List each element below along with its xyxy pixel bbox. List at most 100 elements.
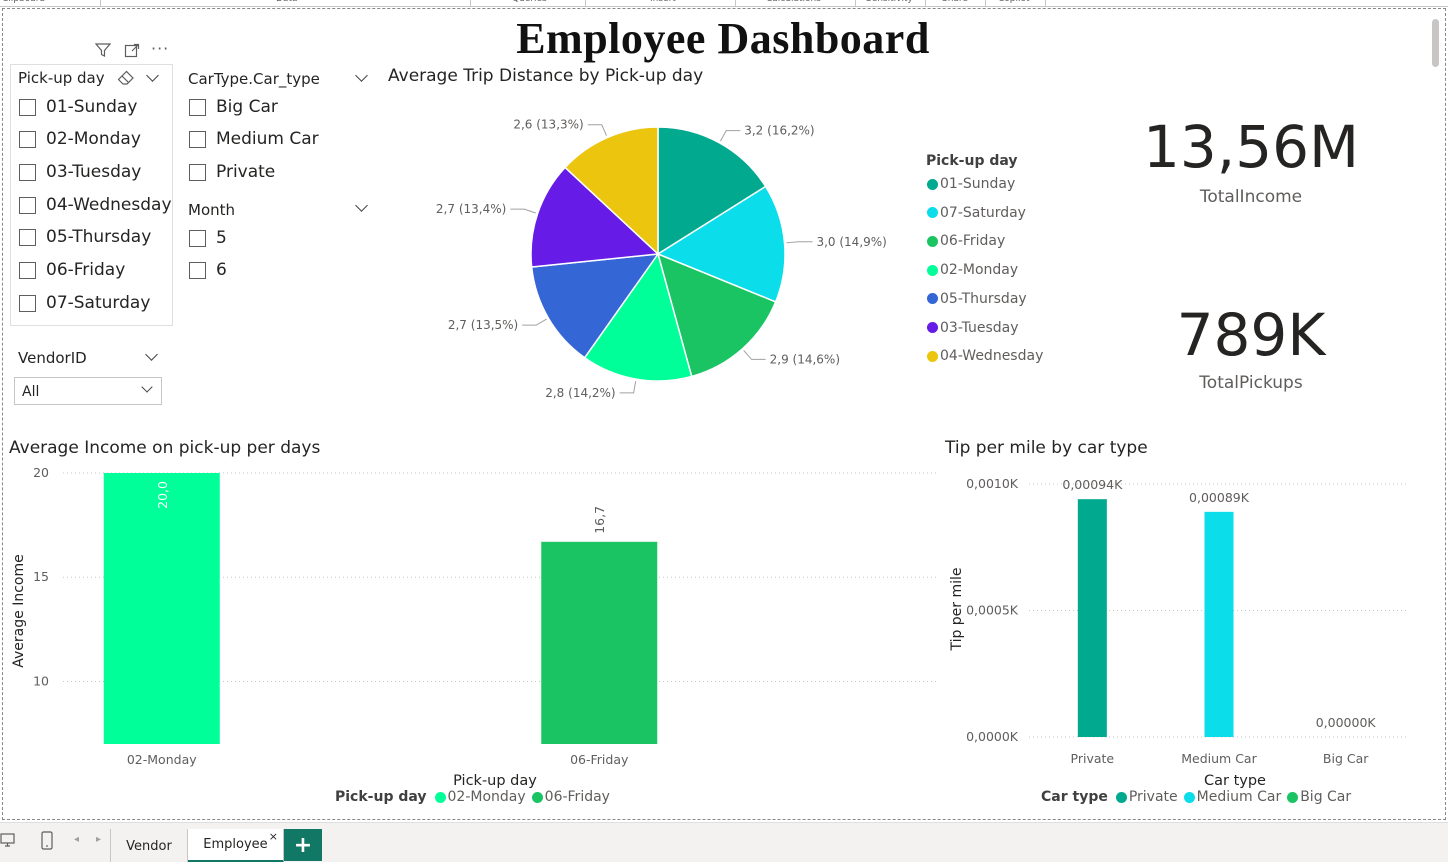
pie-slice-03-tuesday[interactable] [530, 166, 660, 268]
option-label: 07-Saturday [46, 293, 151, 313]
slicer-option-sunday[interactable]: 01-Sunday [19, 97, 137, 117]
legend-item-big-car[interactable]: Big Car [1287, 789, 1351, 805]
tab-vendor[interactable]: Vendor [110, 829, 188, 862]
legend-marker [927, 207, 938, 219]
chevron-down-icon[interactable] [145, 348, 158, 361]
pie-legend-item-01-sunday[interactable]: 01-Sunday [927, 176, 1015, 192]
pie-slice-01-sunday[interactable] [657, 126, 767, 256]
pie-data-label: 2,9 (14,6%) [770, 352, 840, 366]
ribbon-group-share[interactable]: Share [942, 0, 968, 4]
ribbon-group-copilot[interactable]: Copilot [998, 0, 1030, 4]
pie-leader-line [786, 241, 813, 244]
pie-data-label: 2,6 (13,3%) [513, 118, 583, 132]
pie-legend-item-07-saturday[interactable]: 07-Saturday [927, 205, 1026, 221]
bar-private[interactable] [1077, 499, 1107, 737]
close-tab-icon[interactable]: × [268, 830, 278, 843]
next-page-icon[interactable]: ▸ [96, 834, 102, 845]
y-tick-label: 15 [33, 569, 49, 584]
pie-slice-05-thursday[interactable] [530, 253, 660, 359]
filter-icon[interactable] [94, 43, 112, 62]
focus-mode-icon[interactable] [124, 43, 140, 62]
legend-label: 04-Wednesday [940, 348, 1044, 365]
checkbox[interactable] [19, 163, 36, 181]
legend-marker [927, 235, 938, 247]
pie-legend-title: Pick-up day [926, 153, 1018, 169]
slicer-option-thursday[interactable]: 05-Thursday [19, 227, 151, 247]
ribbon-group-queries[interactable]: Queries [512, 0, 547, 4]
tab-employee[interactable]: Employee × [188, 829, 284, 862]
slicer-option-month-6[interactable]: 6 [189, 260, 227, 280]
tab-label: Employee [203, 837, 268, 852]
vendor-dropdown-value: All [22, 384, 40, 400]
bar-medium-car[interactable] [1204, 511, 1234, 737]
y-tick-label: 0,0000K [966, 729, 1019, 744]
checkbox[interactable] [189, 163, 206, 181]
y-axis-title: Average Income [11, 554, 27, 667]
more-options-icon[interactable]: ··· [151, 39, 170, 58]
vertical-scrollbar[interactable] [1432, 19, 1439, 67]
legend-label: 02-Monday [447, 789, 526, 805]
ribbon-group-clipboard[interactable]: Clipboard [2, 0, 45, 4]
checkbox[interactable] [189, 98, 206, 116]
x-tick-label: Big Car [1323, 751, 1369, 766]
income-bar-chart[interactable]: 10152020,002-Monday16,706-FridayPick-up … [3, 459, 943, 809]
checkbox[interactable] [19, 261, 36, 279]
pie-leader-line [619, 380, 637, 394]
desktop-layout-icon[interactable] [0, 832, 16, 852]
pie-slice-04-wednesday[interactable] [564, 126, 659, 256]
checkbox[interactable] [19, 196, 36, 214]
legend-marker [927, 350, 938, 362]
legend-item-06-friday[interactable]: 06-Friday [531, 789, 610, 805]
prev-page-icon[interactable]: ◂ [74, 834, 80, 845]
checkbox[interactable] [19, 130, 36, 148]
ribbon-group-calculations[interactable]: Calculations [766, 0, 821, 4]
checkbox[interactable] [19, 294, 36, 312]
chevron-down-icon[interactable] [355, 199, 368, 212]
chevron-down-icon[interactable] [355, 69, 368, 82]
slicer-option-medium-car[interactable]: Medium Car [189, 129, 319, 149]
slicer-option-tuesday[interactable]: 03-Tuesday [19, 162, 141, 182]
legend-title: Car type [1041, 789, 1108, 805]
vendor-dropdown[interactable]: All [14, 377, 162, 405]
x-tick-label: Private [1071, 751, 1115, 766]
legend-item-medium-car[interactable]: Medium Car [1183, 789, 1281, 805]
slicer-option-private[interactable]: Private [189, 162, 275, 182]
bar-06-friday[interactable] [541, 541, 658, 744]
checkbox[interactable] [19, 228, 36, 246]
slicer-option-monday[interactable]: 02-Monday [19, 129, 141, 149]
checkbox[interactable] [189, 130, 206, 148]
pie-slice-02-monday[interactable] [583, 252, 693, 382]
ribbon-group-insert[interactable]: Insert [650, 0, 676, 4]
legend-item-private[interactable]: Private [1115, 789, 1178, 805]
legend-item-02-monday[interactable]: 02-Monday [434, 789, 526, 805]
pie-chart[interactable]: 3,2 (16,2%) 3,0 (14,9%) 2,9 (14,6%) 2,8 (14… [383, 99, 923, 429]
slicer-option-big-car[interactable]: Big Car [189, 97, 278, 117]
option-label: 6 [216, 260, 227, 280]
bar-02-monday[interactable] [103, 473, 220, 744]
slicer-option-wednesday[interactable]: 04-Wednesday [19, 195, 172, 215]
option-label: 5 [216, 228, 227, 248]
pie-legend-item-03-tuesday[interactable]: 03-Tuesday [927, 320, 1019, 336]
page-tab-bar: ◂ ▸ Vendor Employee × + [0, 822, 1448, 862]
pie-legend-item-06-friday[interactable]: 06-Friday [927, 233, 1005, 249]
checkbox[interactable] [189, 229, 206, 247]
tip-bar-chart[interactable]: 0,0000K 0,0005K 0,0010K 0,00094K Private 0,00… [939, 459, 1439, 809]
add-page-button[interactable]: + [284, 829, 322, 861]
pie-legend-item-02-monday[interactable]: 02-Monday [927, 262, 1018, 278]
pie-slice-06-friday[interactable] [656, 252, 777, 378]
pie-legend-item-04-wednesday[interactable]: 04-Wednesday [927, 348, 1043, 364]
mobile-layout-icon[interactable] [40, 831, 54, 855]
pie-legend-item-05-thursday[interactable]: 05-Thursday [927, 291, 1027, 307]
report-canvas: Employee Dashboard ··· Pick-up day 01-Su… [2, 8, 1446, 820]
ribbon-group-data[interactable]: Data [276, 0, 298, 4]
slicer-option-friday[interactable]: 06-Friday [19, 260, 125, 280]
slicer-option-saturday[interactable]: 07-Saturday [19, 293, 150, 313]
checkbox[interactable] [19, 98, 36, 116]
ribbon-group-sensitivity[interactable]: Sensitivity [866, 0, 913, 4]
checkbox[interactable] [189, 261, 206, 279]
slicer-option-month-5[interactable]: 5 [189, 228, 227, 248]
eraser-icon[interactable] [117, 70, 135, 90]
legend-title: Pick-up day [335, 789, 427, 805]
pie-data-label: 2,8 (14,2%) [545, 386, 615, 400]
pie-slice-07-saturday[interactable] [656, 185, 786, 303]
